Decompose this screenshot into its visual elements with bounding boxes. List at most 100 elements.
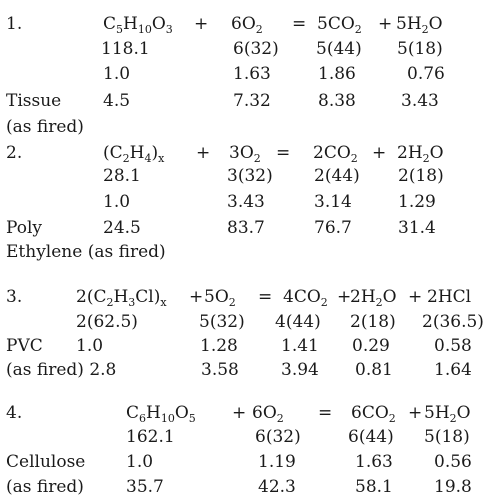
as-fired-value: 3.94 (281, 360, 319, 380)
as-fired-value: 31.4 (398, 218, 436, 238)
mass-ratio: 3.14 (314, 192, 352, 212)
reaction-number: 1. (6, 14, 23, 34)
formula-symbol: 2H (397, 143, 423, 163)
oxygen-formula: 3O2 (229, 143, 261, 164)
equals-sign: = (276, 143, 291, 163)
plus-sign: + (337, 287, 352, 307)
formula-symbol: 2CO (313, 143, 351, 163)
mass-ratio: 1.19 (258, 452, 296, 472)
formula-symbol: H (146, 403, 161, 423)
molecular-weight: 28.1 (103, 166, 141, 186)
formula-symbol: O (456, 403, 471, 423)
formula-subscript: 2 (388, 412, 396, 425)
plus-sign: + (194, 14, 209, 34)
as-fired-value: 83.7 (227, 218, 265, 238)
formula-symbol: H (129, 143, 145, 163)
reactant-formula: (C2H4)x (103, 143, 164, 165)
formula-subscript: 2 (449, 412, 457, 425)
as-fired-value: 0.81 (355, 360, 393, 380)
mass-ratio: 1.29 (398, 192, 436, 212)
product-formula: 5H2O (396, 14, 443, 35)
formula-symbol: (C (103, 143, 123, 163)
reactant-formula: 2(C2H3Cl)x (76, 287, 167, 309)
plus-sign: + (408, 287, 423, 307)
molecular-weight: 2(18) (398, 166, 444, 186)
product-formula: 2HCl (427, 287, 471, 307)
formula-subscript: 2 (228, 296, 236, 309)
product-formula: 4CO2 (283, 287, 328, 309)
formula-subscript: 3 (165, 23, 173, 36)
formula-subscript: 2 (106, 296, 114, 309)
as-fired-value: 19.8 (434, 477, 472, 497)
as-fired-value: 24.5 (103, 218, 141, 238)
as-fired-value: 7.32 (233, 91, 271, 111)
formula-subscript: 2 (375, 296, 383, 309)
formula-symbol: O (151, 14, 166, 34)
oxygen-formula: 6O2 (252, 403, 284, 425)
formula-symbol: ) (151, 143, 159, 163)
formula-subscript: 2 (354, 23, 362, 36)
material-label: Tissue (6, 91, 62, 111)
equals-sign: = (292, 14, 307, 34)
formula-symbol: 6O (252, 403, 277, 423)
product-formula: 2CO2 (313, 143, 358, 165)
formula-subscript: 2 (350, 152, 358, 165)
as-fired-value: 3.43 (401, 91, 439, 111)
molecular-weight: 3(32) (227, 166, 273, 186)
formula-symbol: 2HCl (427, 287, 472, 307)
as-fired-label: (as fired) 2.8 (6, 360, 117, 380)
plus-sign: + (189, 287, 204, 307)
material-label: PVC (6, 336, 43, 356)
formula-subscript: 6 (139, 412, 147, 425)
molecular-weight: 162.1 (126, 427, 175, 447)
formula-symbol: 6CO (351, 403, 389, 423)
molecular-weight: 6(44) (348, 427, 394, 447)
as-fired-value: 8.38 (318, 91, 356, 111)
formula-symbol: 2(C (76, 287, 107, 307)
formula-symbol: O (174, 403, 189, 423)
mass-ratio: 1.0 (103, 64, 131, 84)
as-fired-value: 1.64 (434, 360, 472, 380)
mass-ratio: 3.43 (227, 192, 265, 212)
product-formula: 5H2O (424, 403, 471, 425)
formula-subscript: x (160, 296, 167, 309)
reactant-formula: C5H10O3 (103, 14, 173, 36)
molecular-weight: 5(18) (397, 39, 443, 59)
formula-symbol: O (429, 143, 444, 163)
formula-subscript: 3 (128, 296, 136, 309)
molecular-weight: 5(32) (199, 312, 245, 332)
oxygen-formula: 6O2 (231, 14, 263, 35)
material-label-continued: (as fired) (6, 117, 84, 137)
mass-ratio: 0.56 (434, 452, 472, 472)
mass-ratio: 1.63 (233, 64, 271, 84)
mass-ratio: 1.63 (355, 452, 393, 472)
molecular-weight: 118.1 (101, 39, 150, 59)
as-fired-label: (as fired) (6, 477, 84, 497)
as-fired-value: 35.7 (126, 477, 164, 497)
formula-subscript: 2 (320, 296, 328, 309)
formula-subscript: 10 (137, 23, 152, 36)
formula-symbol: H (113, 287, 129, 307)
reaction-number: 4. (6, 403, 23, 423)
oxygen-formula: 5O2 (204, 287, 236, 309)
formula-symbol: C (103, 14, 117, 34)
plus-sign: + (232, 403, 247, 423)
formula-subscript: 5 (188, 412, 196, 425)
material-label: Poly (6, 218, 43, 238)
formula-subscript: 2 (276, 412, 284, 425)
molecular-weight: 2(18) (350, 312, 396, 332)
mass-ratio: 1.28 (200, 336, 238, 356)
formula-symbol: O (382, 287, 397, 307)
molecular-weight: 2(62.5) (76, 312, 138, 332)
plus-sign: + (408, 403, 423, 423)
formula-subscript: 4 (144, 152, 152, 165)
formula-symbol: 2H (350, 287, 376, 307)
equals-sign: = (318, 403, 333, 423)
reactant-formula: C6H10O5 (126, 403, 196, 425)
as-fired-value: 58.1 (355, 477, 393, 497)
molecular-weight: 5(18) (424, 427, 470, 447)
mass-ratio: 1.0 (103, 192, 131, 212)
mass-ratio: 1.86 (318, 64, 356, 84)
formula-symbol: Cl) (135, 287, 161, 307)
molecular-weight: 4(44) (275, 312, 321, 332)
